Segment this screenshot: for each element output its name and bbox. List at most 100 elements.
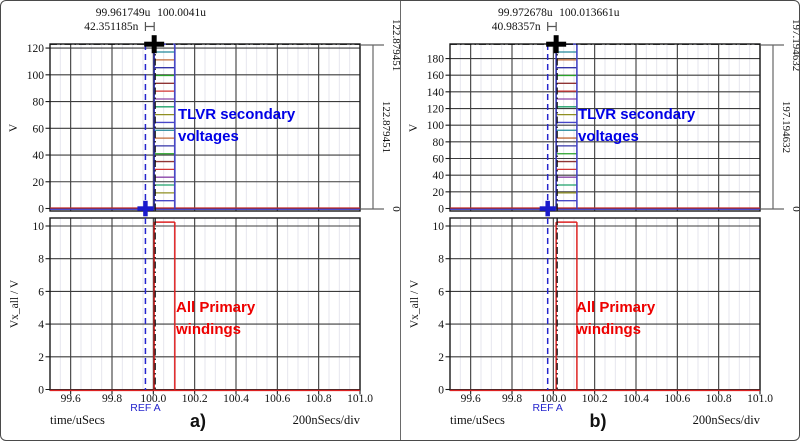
right-scale-zero-label: 0 <box>390 206 400 212</box>
y-tick-label: 4 <box>38 319 44 331</box>
x-tick-label: 100.2 <box>182 393 208 405</box>
right-scale-top-label: 122.879451 <box>390 19 400 71</box>
y-tick-label: 60 <box>33 123 45 135</box>
right-scale-delta-label: 122.879451 <box>380 101 392 153</box>
primary-annotation-line2: windings <box>575 321 641 338</box>
y-tick-label: 10 <box>33 221 45 233</box>
top-plot-ylabel: V <box>408 123 420 132</box>
y-tick-label: 8 <box>38 254 44 266</box>
tlvr-annotation-line1: TLVR secondary <box>578 106 696 123</box>
main-cursor-cross-v[interactable] <box>151 35 157 54</box>
delta-span-marker <box>547 22 557 31</box>
right-scale-bracket <box>361 44 384 210</box>
x-tick-label: 100.4 <box>623 393 649 405</box>
secondary-voltage-traces <box>153 43 176 209</box>
cursor-readout-delta-x: 42.351185n <box>84 21 138 33</box>
ref-cursor-cross[interactable] <box>137 200 154 217</box>
x-tick-label: 101.0 <box>747 393 773 405</box>
x-tick-label: 99.6 <box>61 393 81 405</box>
cursor-readout-delta-x: 40.98357n <box>492 21 541 33</box>
bottom-plot-ylabel: Vx_all / V <box>9 279 21 328</box>
cursor-readout-ref-x: 99.972678u <box>498 7 553 19</box>
y-tick-label: 40 <box>433 170 445 182</box>
grid-major <box>45 44 361 395</box>
panel-a-canvas: 99.6 99.8 100.0 100.2 100.4 100.6 100.8 101.0 0 2… <box>8 7 400 431</box>
x-tick-label: 100.6 <box>264 393 290 405</box>
x-tick-label: 99.8 <box>502 393 522 405</box>
tlvr-annotation-line1: TLVR secondary <box>178 106 296 123</box>
panel-b: 99.6 99.8 100.0 100.2 100.4 100.6 100.8 101.0 0 2… <box>400 1 800 440</box>
right-scale-top-label: 197.194632 <box>790 19 800 71</box>
x-tick-label: 100.0 <box>540 393 566 405</box>
panel-b-canvas: 99.6 99.8 100.0 100.2 100.4 100.6 100.8 101.0 0 2… <box>408 7 800 431</box>
primary-annotation-line1: All Primary <box>176 299 256 316</box>
right-scale-delta-label: 197.194632 <box>780 101 792 153</box>
tlvr-annotation-line2: voltages <box>178 128 239 145</box>
main-cursor-cross[interactable] <box>144 35 165 54</box>
y-tick-label: 8 <box>438 254 444 266</box>
y-tick-label: 100 <box>27 70 45 82</box>
panel-a: 99.6 99.8 100.0 100.2 100.4 100.6 100.8 101.0 0 2… <box>1 1 400 440</box>
y-tick-label: 0 <box>38 385 44 397</box>
y-tick-label: 80 <box>33 97 45 109</box>
y-tick-label: 0 <box>438 385 444 397</box>
cursor-readout-main-x: 100.013661u <box>559 7 620 19</box>
x-tick-label: 99.8 <box>102 393 122 405</box>
x-tick-label: 100.0 <box>140 393 166 405</box>
y-tick-label: 0 <box>38 204 44 216</box>
panel-caption: a) <box>190 411 206 431</box>
top-plot-ylabel: V <box>8 123 20 132</box>
main-cursor-cross-v[interactable] <box>553 35 559 54</box>
secondary-voltage-traces <box>555 43 578 209</box>
x-div-label: 200nSecs/div <box>693 413 761 427</box>
ref-cursor-label: REF A <box>130 402 160 414</box>
y-tick-label: 120 <box>427 104 445 116</box>
y-tick-label: 10 <box>433 221 445 233</box>
primary-annotation-line2: windings <box>175 321 241 338</box>
bottom-plot-ylabel: Vx_all / V <box>409 279 421 328</box>
y-tick-label: 120 <box>27 43 45 55</box>
x-tick-label: 100.6 <box>664 393 690 405</box>
y-tick-label: 160 <box>427 70 445 82</box>
primary-winding-trace <box>50 221 360 392</box>
y-tick-label: 100 <box>427 120 445 132</box>
cursor-readout-main-x: 100.0041u <box>157 7 206 19</box>
y-tick-label: 20 <box>33 177 45 189</box>
x-tick-label: 99.6 <box>461 393 481 405</box>
x-tick-label: 100.4 <box>223 393 249 405</box>
delta-span-marker <box>144 22 155 31</box>
y-tick-label: 40 <box>33 150 45 162</box>
y-tick-label: 140 <box>427 87 445 99</box>
ref-cursor-cross[interactable] <box>539 200 556 217</box>
primary-winding-trace <box>450 221 760 392</box>
y-tick-label: 2 <box>38 352 44 364</box>
ref-cursor-label: REF A <box>533 402 563 414</box>
ref-cursor-cross-v[interactable] <box>545 200 550 217</box>
y-tick-label: 6 <box>438 286 444 298</box>
x-tick-label: 100.2 <box>582 393 608 405</box>
y-tick-label: 6 <box>38 286 44 298</box>
panel-caption: b) <box>590 411 607 431</box>
x-tick-label: 100.8 <box>706 393 732 405</box>
ref-cursor-cross-v[interactable] <box>143 200 148 217</box>
y-tick-label: 180 <box>427 54 445 66</box>
tlvr-annotation-line2: voltages <box>578 128 639 145</box>
right-scale-zero-label: 0 <box>790 206 800 212</box>
y-tick-label: 2 <box>438 352 444 364</box>
y-tick-label: 20 <box>433 187 445 199</box>
x-axis-label: time/uSecs <box>450 413 505 427</box>
cursor-readout-ref-x: 99.961749u <box>96 7 151 19</box>
y-tick-label: 4 <box>438 319 444 331</box>
x-tick-label: 100.8 <box>306 393 332 405</box>
main-cursor-cross[interactable] <box>546 35 567 54</box>
grid-minor-vertical <box>459 44 751 390</box>
right-scale-bracket <box>761 44 784 210</box>
x-tick-label: 101.0 <box>347 393 373 405</box>
grid-minor-vertical <box>59 44 351 390</box>
x-axis-label: time/uSecs <box>50 413 105 427</box>
grid-major <box>445 44 761 395</box>
primary-annotation-line1: All Primary <box>576 299 656 316</box>
y-tick-label: 60 <box>433 154 445 166</box>
y-tick-label: 80 <box>433 137 445 149</box>
